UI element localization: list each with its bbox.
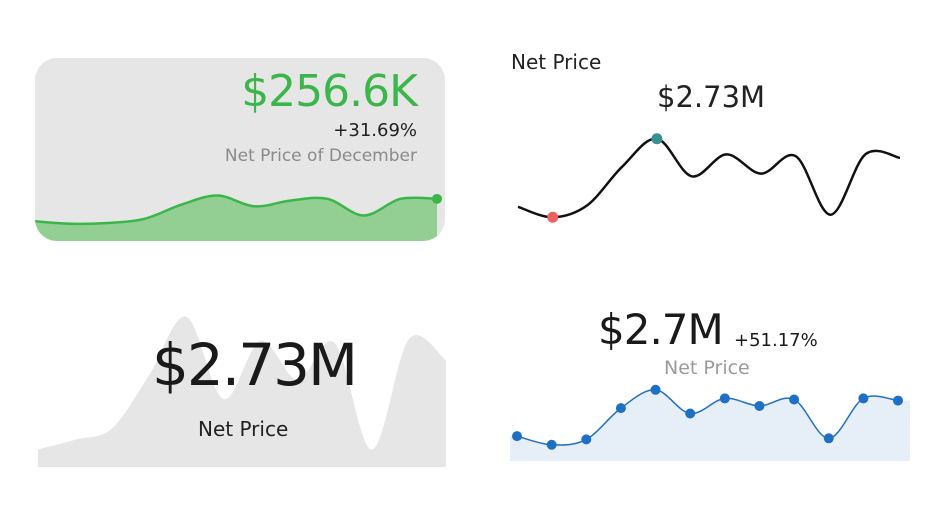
kpi-card-net-price-december: $256.6K +31.69% Net Price of December bbox=[35, 58, 445, 241]
data-point-5 bbox=[650, 384, 661, 395]
sparkline-chart bbox=[35, 193, 442, 241]
series-line bbox=[35, 194, 438, 226]
line-chart bbox=[517, 133, 901, 223]
series-line bbox=[517, 137, 901, 219]
area-fill bbox=[510, 389, 910, 461]
kpi-card-net-price-area: $2.73M Net Price bbox=[38, 305, 446, 467]
data-point-3 bbox=[581, 434, 592, 445]
line-marker-chart bbox=[510, 384, 910, 461]
kpi-label: Net Price of December bbox=[224, 146, 417, 166]
kpi-card-net-price-points: $2.7M +51.17% Net Price bbox=[505, 305, 910, 465]
area-chart bbox=[38, 316, 446, 467]
data-point-2 bbox=[546, 439, 557, 450]
kpi-label: Net Price bbox=[664, 357, 750, 379]
kpi-value: $2.73M bbox=[657, 80, 766, 114]
kpi-card-net-price-line: Net Price $2.73M bbox=[505, 45, 910, 245]
data-point-7 bbox=[719, 393, 730, 404]
data-point-8 bbox=[754, 400, 765, 411]
data-point-10 bbox=[823, 433, 834, 444]
data-point-11 bbox=[858, 393, 869, 404]
area-fill bbox=[38, 316, 446, 467]
kpi-change: +31.69% bbox=[333, 120, 417, 141]
kpi-change: +51.17% bbox=[734, 330, 818, 351]
data-point-12 bbox=[893, 395, 903, 406]
data-point-4 bbox=[615, 403, 626, 414]
last-point-marker bbox=[432, 193, 442, 204]
area-fill bbox=[35, 195, 437, 241]
kpi-label: Net Price bbox=[198, 417, 289, 441]
card-title: Net Price bbox=[511, 50, 602, 74]
data-point-6 bbox=[685, 408, 696, 419]
max-point-marker bbox=[651, 133, 663, 145]
min-point-marker bbox=[547, 211, 559, 223]
data-point-9 bbox=[789, 394, 800, 405]
kpi-value: $2.73M bbox=[152, 331, 358, 399]
kpi-value: $2.7M bbox=[598, 305, 724, 354]
kpi-value: $256.6K bbox=[241, 66, 418, 117]
data-point-1 bbox=[512, 431, 522, 442]
